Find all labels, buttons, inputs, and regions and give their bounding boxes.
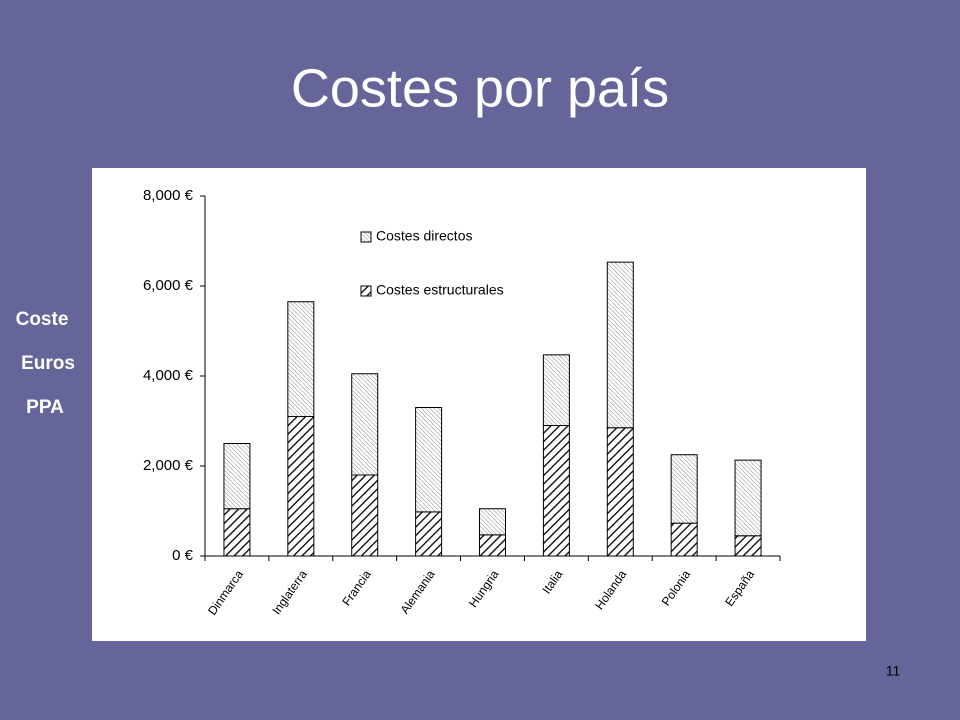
- y-tick-label: 6,000 €: [143, 277, 194, 294]
- legend-label: Costes estructurales: [376, 282, 504, 298]
- bar-segment: [670, 454, 698, 524]
- y-tick-label: 2,000 €: [143, 457, 194, 474]
- bar-segment: [415, 511, 443, 557]
- y-axis-label: PPA: [26, 397, 64, 418]
- y-tick-label: 4,000 €: [143, 367, 194, 384]
- bar-segment: [670, 522, 698, 557]
- bar-segment: [606, 427, 634, 557]
- y-tick-label: 0 €: [172, 547, 194, 564]
- plot-background: [92, 168, 866, 641]
- bar-segment: [415, 407, 443, 513]
- bar-segment: [734, 459, 762, 537]
- bar-segment: [606, 261, 634, 429]
- legend-label: Costes directos: [376, 228, 472, 244]
- y-tick-label: 8,000 €: [143, 187, 194, 204]
- bar-segment: [351, 373, 379, 476]
- legend-swatch: [360, 231, 372, 243]
- bar-segment: [287, 301, 315, 417]
- bar-segment: [351, 474, 379, 557]
- bar-segment: [223, 443, 251, 510]
- page-number: 11: [886, 663, 901, 679]
- bar-segment: [479, 508, 506, 536]
- bar-segment: [542, 354, 570, 427]
- y-axis-label: Coste: [16, 309, 69, 330]
- bar-segment: [479, 534, 506, 557]
- chart-title: Costes por país: [291, 58, 669, 118]
- y-axis-label: Euros: [21, 353, 75, 374]
- bar-segment: [734, 535, 762, 557]
- legend-swatch: [360, 285, 372, 297]
- bar-segment: [542, 425, 570, 557]
- bar-segment: [223, 508, 251, 557]
- bar-segment: [287, 416, 315, 557]
